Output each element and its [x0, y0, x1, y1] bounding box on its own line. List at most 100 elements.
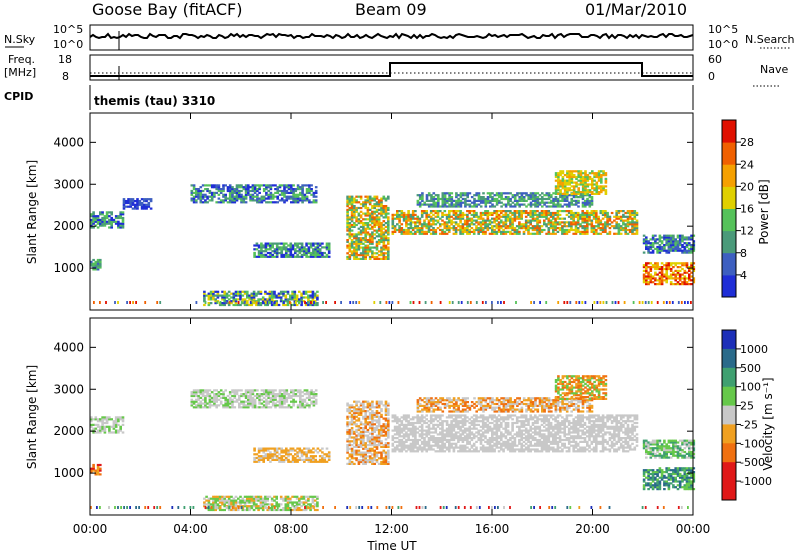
data-cell [647, 266, 650, 269]
data-cell [402, 219, 406, 222]
data-cell [373, 430, 376, 433]
data-cell [310, 189, 313, 193]
data-cell [216, 296, 220, 299]
data-cell [504, 213, 508, 216]
data-cell [529, 227, 532, 230]
data-cell [197, 398, 200, 401]
data-cell [613, 225, 616, 228]
data-cell [231, 189, 234, 193]
data-cell [472, 232, 476, 235]
data-cell [199, 191, 203, 194]
data-cell [201, 189, 205, 193]
data-cell [407, 219, 410, 222]
data-cell [504, 205, 508, 208]
data-cell [190, 394, 194, 398]
data-cell [357, 408, 361, 411]
data-cell [545, 213, 548, 216]
data-cell [617, 301, 620, 304]
data-cell [563, 203, 567, 206]
data-cell [99, 301, 101, 304]
data-cell [461, 228, 465, 232]
data-cell [122, 205, 126, 208]
data-cell [631, 228, 634, 232]
data-cell [477, 199, 481, 202]
data-cell [481, 219, 485, 222]
data-cell [466, 213, 469, 216]
data-cell [136, 205, 139, 208]
data-cell [484, 223, 487, 226]
data-cell [681, 249, 684, 252]
data-cell [595, 228, 598, 232]
data-cell [384, 205, 388, 208]
data-cell [398, 215, 401, 218]
data-cell [316, 253, 320, 256]
data-cell [377, 411, 381, 415]
data-cell [425, 194, 429, 197]
data-cell [362, 404, 365, 407]
data-cell [601, 213, 605, 216]
data-cell [574, 215, 578, 218]
data-cell [529, 223, 532, 226]
data-cell [482, 199, 485, 202]
data-cell [246, 296, 249, 299]
data-cell [520, 196, 524, 199]
data-cell [656, 273, 659, 276]
data-cell [253, 188, 257, 191]
data-cell [214, 507, 217, 510]
data-cell [273, 455, 277, 458]
data-cell [534, 203, 537, 206]
data-cell [503, 301, 505, 304]
data-cell [388, 301, 391, 304]
data-cell [353, 246, 356, 249]
data-cell [473, 201, 476, 204]
data-cell [576, 211, 580, 215]
data-cell [576, 217, 580, 220]
data-cell [242, 406, 246, 409]
data-cell [259, 507, 263, 510]
data-cell [387, 240, 390, 243]
data-cell [247, 186, 250, 189]
data-cell [145, 198, 148, 201]
data-cell [377, 199, 381, 202]
data-cell [362, 417, 365, 420]
data-cell [463, 227, 467, 230]
data-cell [292, 195, 295, 198]
data-cell [302, 495, 306, 498]
data-cell [359, 257, 363, 260]
data-cell [557, 175, 560, 179]
data-cell [566, 189, 569, 192]
data-cell [273, 292, 276, 295]
data-cell [201, 393, 205, 396]
data-cell [215, 393, 218, 396]
data-cell [434, 228, 438, 232]
data-cell [477, 228, 480, 232]
data-cell [509, 227, 512, 230]
data-cell [259, 501, 263, 504]
data-cell [262, 456, 265, 460]
data-cell [504, 211, 508, 215]
data-cell [554, 179, 558, 182]
data-cell [224, 402, 227, 405]
data-cell [323, 460, 326, 463]
data-cell [518, 225, 521, 228]
data-cell [377, 239, 381, 242]
data-cell [362, 451, 365, 454]
data-cell [574, 225, 578, 228]
data-cell [346, 457, 349, 460]
data-cell [249, 195, 252, 198]
data-cell [495, 219, 499, 222]
data-cell [656, 267, 659, 271]
data-cell [307, 290, 310, 293]
data-cell [649, 277, 653, 280]
data-cell [373, 438, 376, 441]
data-cell [312, 460, 315, 463]
data-cell [287, 253, 290, 256]
data-cell [282, 499, 285, 502]
data-cell [524, 211, 528, 215]
data-cell [295, 503, 299, 506]
data-cell [117, 216, 120, 220]
data-cell [515, 230, 519, 233]
data-cell [313, 303, 317, 307]
data-cell [301, 195, 304, 198]
data-cell [371, 457, 374, 460]
